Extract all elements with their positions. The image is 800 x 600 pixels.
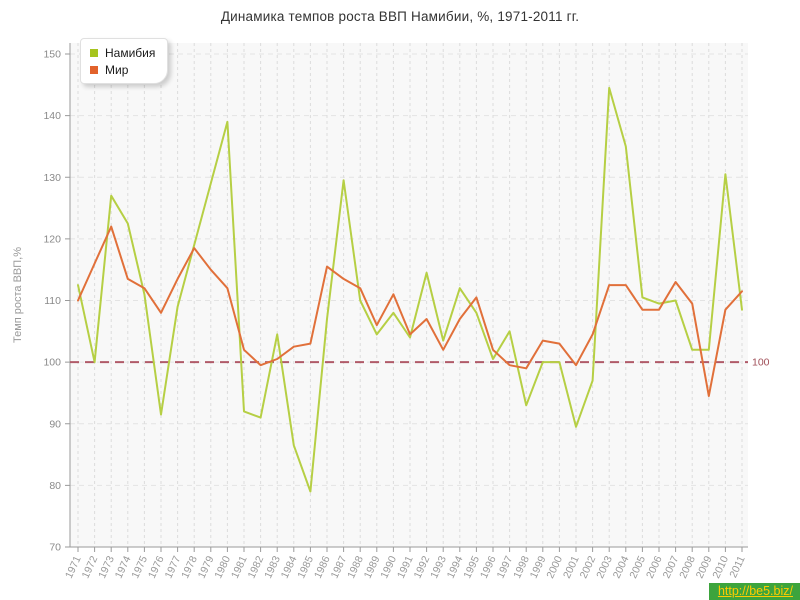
- y-tick-label: 130: [43, 172, 61, 184]
- y-tick-label: 150: [43, 49, 61, 61]
- namibia-series-swatch-icon: [90, 48, 98, 57]
- legend-item-namibia[interactable]: Намибия: [90, 44, 155, 61]
- legend-label-namibia: Намибия: [105, 45, 156, 60]
- chart-title: Динамика темпов роста ВВП Намибии, %, 19…: [220, 9, 580, 24]
- x-tick-label: 2010: [710, 554, 731, 580]
- y-tick-label: 110: [44, 295, 61, 307]
- legend: Намибия Мир: [80, 38, 169, 84]
- y-tick-label: 120: [43, 233, 61, 245]
- namibia-series-line: [77, 86, 743, 493]
- watermark-link[interactable]: http://be5.biz/: [708, 583, 800, 600]
- y-tick-label: 70: [49, 542, 61, 554]
- plot-background: [70, 43, 748, 547]
- y-tick-label: 140: [43, 110, 61, 122]
- y-tick-label: 100: [43, 357, 61, 369]
- y-tick-label: 90: [49, 418, 61, 430]
- x-tick-label: 2011: [727, 554, 747, 580]
- legend-label-world: Мир: [105, 62, 129, 77]
- world-series-line: [77, 225, 743, 397]
- y-tick-label: 80: [49, 480, 61, 492]
- reference-label: 100: [752, 357, 770, 369]
- world-series-swatch-icon: [90, 65, 98, 74]
- legend-item-world[interactable]: Мир: [90, 61, 155, 78]
